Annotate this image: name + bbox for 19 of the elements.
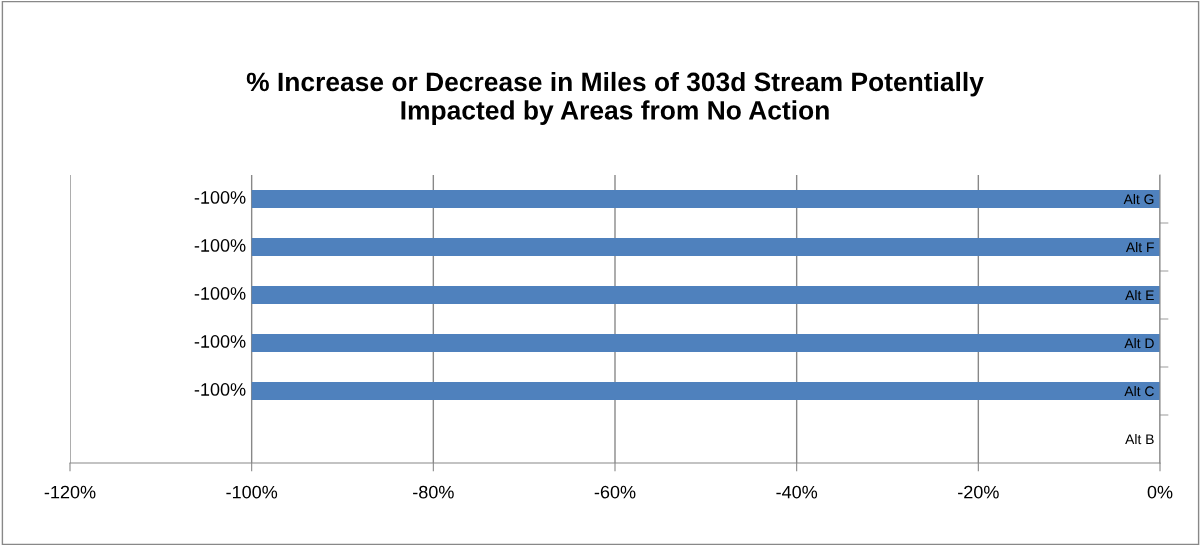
y-tick-label: Alt F: [1125, 241, 1154, 253]
y-tick-label: Alt B: [1125, 433, 1154, 445]
data-label: -100%: [194, 239, 246, 252]
x-tick-label: -120%: [44, 485, 96, 499]
y-tick-label: Alt G: [1123, 193, 1154, 205]
y-tick-label: Alt D: [1124, 337, 1154, 349]
data-label: -100%: [194, 287, 246, 300]
data-label: -100%: [194, 383, 246, 396]
x-tick-label: 0%: [1147, 485, 1173, 499]
y-tick-label: Alt C: [1124, 385, 1154, 397]
data-label: -100%: [194, 191, 246, 204]
data-label: -100%: [194, 335, 246, 348]
x-tick-label: -80%: [413, 485, 454, 499]
chart-title: % Increase or Decrease in Miles of 303d Stream Potentially Impacted by Areas from No Action: [246, 71, 984, 125]
x-tick-label: -20%: [958, 485, 999, 499]
x-tick-label: -40%: [776, 485, 818, 499]
y-tick-label: Alt E: [1125, 289, 1154, 301]
x-tick-label: -60%: [594, 485, 636, 499]
x-tick-label: -100%: [226, 485, 278, 499]
